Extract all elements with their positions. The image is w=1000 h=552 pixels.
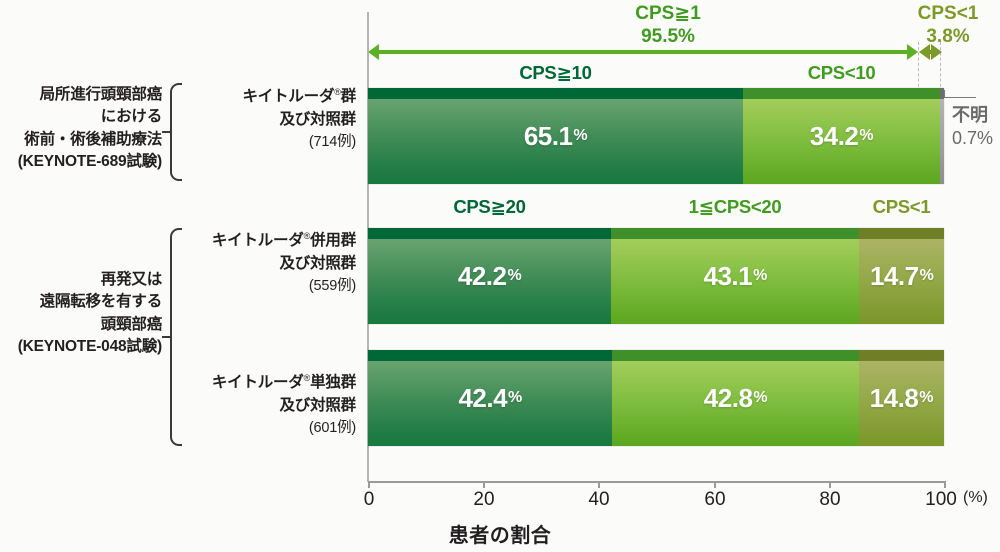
study-label-keynote689-line3: 術前・術後補助療法 bbox=[24, 130, 162, 148]
segment-combo-cps-lt-1-value: 14.7 bbox=[869, 260, 919, 291]
x-tick-40 bbox=[598, 481, 600, 488]
arm-label-keynote048-mono-line1: キイトルーダ®単独群 bbox=[211, 372, 356, 391]
x-tick-0 bbox=[368, 481, 370, 488]
segment-mono-cps-1-to-20-unit: % bbox=[753, 389, 768, 406]
arm-label-keynote048-mono: キイトルーダ®単独群 及び対照群 (601例) bbox=[178, 371, 356, 439]
callout-fumei-label: 不明 bbox=[952, 105, 988, 125]
study-label-keynote048-line1: 再発又は bbox=[100, 271, 162, 288]
x-axis-title: 患者の割合 bbox=[448, 525, 552, 547]
x-tick-label-20: 20 bbox=[473, 489, 495, 510]
callout-line-fumei bbox=[944, 97, 976, 98]
segment-header-cps-lt-10: CPS<10 bbox=[807, 62, 876, 83]
segment-header-cps-ge-20: CPS≧20 bbox=[453, 196, 526, 217]
x-axis-unit: (%) bbox=[963, 489, 988, 506]
arm-label-keynote048-combo: キイトルーダ®併用群 及び対照群 (559例) bbox=[178, 229, 356, 297]
x-tick-label-100: 100 bbox=[925, 489, 957, 510]
segment-mono-cps-lt-1: 14.8% bbox=[858, 350, 944, 446]
segment-cps-ge-10: 65.1% bbox=[368, 88, 743, 184]
x-tick-label-80: 80 bbox=[819, 489, 841, 510]
segment-header-cps-ge-10: CPS≧10 bbox=[519, 62, 592, 83]
segment-mono-cps-ge-20-unit: % bbox=[508, 389, 522, 406]
bar-keynote048-mono: 42.4% 42.8% 14.8% bbox=[368, 350, 944, 446]
annotation-cps-lt-1-value: 3.8% bbox=[926, 26, 970, 48]
callout-vertical-fumei bbox=[944, 90, 945, 98]
arm-label-keynote048-combo-n: (559例) bbox=[308, 277, 356, 294]
x-tick-100 bbox=[944, 481, 946, 488]
segment-mono-cps-ge-20-value: 42.4 bbox=[458, 382, 508, 413]
segment-mono-cps-1-to-20-value: 42.8 bbox=[703, 382, 753, 413]
study-label-keynote689-line4: (KEYNOTE-689試験) bbox=[17, 153, 162, 171]
arm-label-keynote048-combo-line1: キイトルーダ®併用群 bbox=[211, 230, 356, 249]
segment-combo-cps-lt-1: 14.7% bbox=[859, 228, 944, 324]
study-label-keynote689: 局所進行頭頸部癌 における 術前・術後補助療法 (KEYNOTE-689試験) bbox=[0, 84, 162, 174]
brace-keynote689 bbox=[170, 83, 182, 181]
bar-keynote689: 65.1% 34.2% bbox=[368, 88, 944, 184]
bar-keynote048-combo: 42.2% 43.1% 14.7% bbox=[368, 228, 944, 324]
segment-combo-cps-1-to-20: 43.1% bbox=[611, 228, 860, 324]
x-axis-line bbox=[368, 481, 945, 483]
arm-label-keynote689: キイトルーダ®群 及び対照群 (714例) bbox=[188, 85, 356, 153]
annotation-cps-ge-1: CPS≧1 95.5% bbox=[608, 2, 728, 48]
study-label-keynote048: 再発又は 遠隔転移を有する 頭頸部癌 (KEYNOTE-048試験) bbox=[0, 269, 162, 359]
arm-label-keynote689-line2: 及び対照群 bbox=[279, 111, 356, 129]
arm-label-keynote048-mono-line2: 及び対照群 bbox=[279, 397, 356, 415]
segment-cps-lt-10-value: 34.2 bbox=[809, 120, 859, 151]
arrow-head-right-cps-lt-1 bbox=[931, 44, 942, 60]
study-label-keynote689-line1: 局所進行頭頸部癌 bbox=[39, 86, 163, 103]
study-label-keynote048-line4: (KEYNOTE-048試験) bbox=[17, 338, 162, 356]
callout-fumei-value: 0.7% bbox=[952, 128, 994, 149]
annotation-cps-ge-1-value: 95.5% bbox=[641, 26, 695, 48]
x-tick-60 bbox=[714, 481, 716, 488]
x-tick-20 bbox=[483, 481, 485, 488]
segment-combo-cps-ge-20-value: 42.2 bbox=[457, 260, 507, 291]
segment-combo-cps-lt-1-unit: % bbox=[919, 267, 934, 284]
segment-mono-cps-ge-20: 42.4% bbox=[368, 350, 613, 446]
arrow-head-left-cps-ge-1 bbox=[368, 44, 379, 60]
x-tick-label-40: 40 bbox=[588, 489, 610, 510]
segment-combo-cps-ge-20: 42.2% bbox=[368, 228, 612, 324]
segment-cps-lt-10-unit: % bbox=[859, 127, 874, 144]
annotation-cps-lt-1-label: CPS<1 bbox=[917, 3, 979, 24]
callout-fumei: 不明 0.7% bbox=[952, 104, 993, 151]
segment-mono-cps-lt-1-unit: % bbox=[919, 389, 934, 406]
segment-combo-cps-1-to-20-unit: % bbox=[753, 267, 767, 284]
arm-label-keynote689-n: (714例) bbox=[308, 133, 356, 150]
segment-header-cps-1-to-20: 1≦CPS<20 bbox=[688, 196, 782, 217]
x-tick-label-0: 0 bbox=[363, 489, 375, 510]
segment-cps-ge-10-unit: % bbox=[573, 127, 588, 144]
study-label-keynote048-line2: 遠隔転移を有する bbox=[39, 293, 163, 311]
study-label-keynote689-line2: における bbox=[100, 108, 162, 126]
x-tick-80 bbox=[829, 481, 831, 488]
study-label-keynote048-line3: 頭頸部癌 bbox=[100, 315, 162, 333]
arrow-head-left-cps-lt-1 bbox=[919, 44, 930, 60]
segment-fumei bbox=[939, 88, 944, 184]
brace-keynote048 bbox=[170, 228, 182, 446]
dashed-guide-99-3 bbox=[940, 42, 941, 92]
dashed-guide-95-5 bbox=[918, 42, 919, 92]
arm-label-keynote689-line1: キイトルーダ®群 bbox=[242, 86, 356, 105]
segment-mono-cps-lt-1-value: 14.8 bbox=[869, 382, 919, 413]
segment-combo-cps-1-to-20-value: 43.1 bbox=[703, 260, 753, 291]
segment-combo-cps-ge-20-unit: % bbox=[507, 267, 522, 284]
annotation-cps-ge-1-label: CPS≧1 bbox=[635, 3, 701, 24]
arrow-line-cps-ge-1 bbox=[378, 50, 908, 54]
segment-mono-cps-1-to-20: 42.8% bbox=[612, 350, 859, 446]
x-tick-label-60: 60 bbox=[704, 489, 726, 510]
segment-header-cps-lt-1: CPS<1 bbox=[872, 196, 931, 217]
arm-label-keynote048-mono-n: (601例) bbox=[308, 419, 356, 436]
segment-cps-ge-10-value: 65.1 bbox=[523, 120, 573, 151]
annotation-cps-lt-1: CPS<1 3.8% bbox=[898, 2, 998, 48]
arm-label-keynote048-combo-line2: 及び対照群 bbox=[279, 255, 356, 273]
segment-cps-lt-10: 34.2% bbox=[742, 88, 940, 184]
arrow-head-right-cps-ge-1 bbox=[907, 44, 918, 60]
